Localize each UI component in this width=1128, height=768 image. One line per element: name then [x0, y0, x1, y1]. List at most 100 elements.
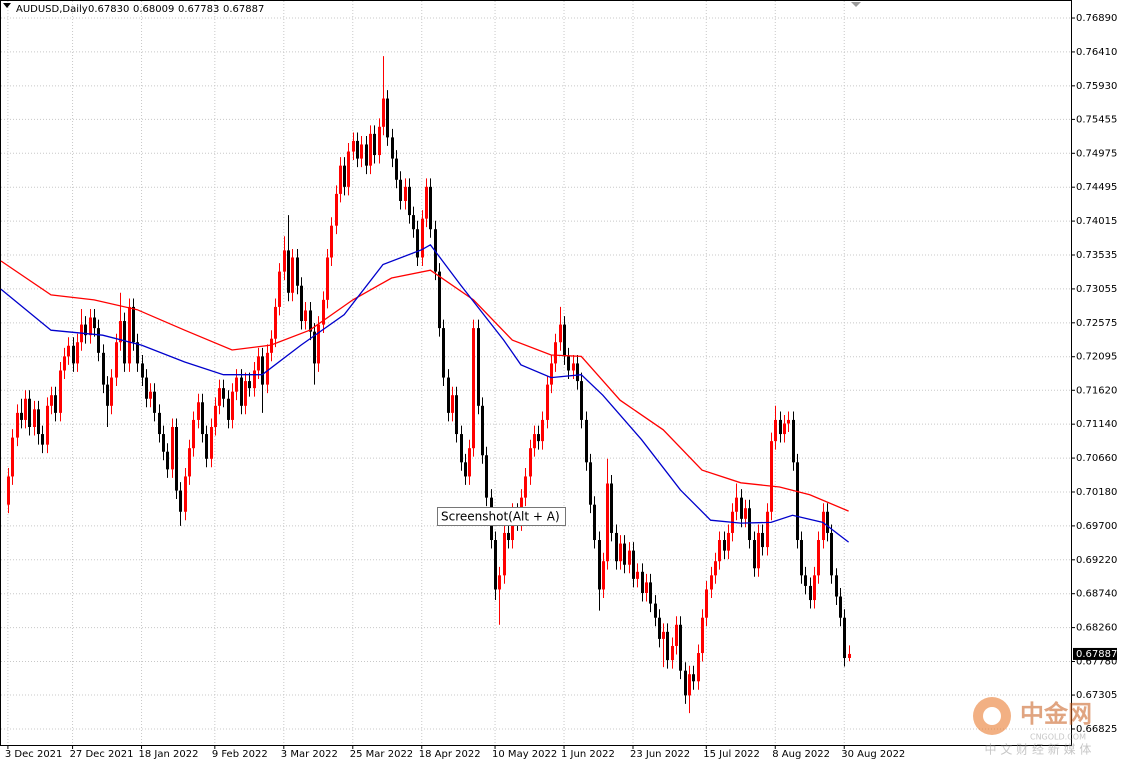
candle-body — [800, 540, 803, 576]
candle-body — [464, 462, 467, 477]
candle-body — [550, 363, 553, 385]
candle-body — [296, 257, 299, 286]
candle-body — [559, 324, 562, 343]
candle-body — [201, 402, 204, 435]
candle-body — [395, 158, 398, 180]
watermark-name: 中金网 — [1020, 700, 1092, 728]
candle-body — [179, 490, 182, 512]
candle-body — [261, 356, 264, 385]
candle-body — [770, 441, 773, 512]
candle-body — [166, 451, 169, 470]
candle-body — [455, 395, 458, 435]
candle-body — [97, 328, 100, 353]
candle-body — [425, 186, 428, 219]
y-tick-label: 0.71620 — [1076, 385, 1117, 396]
candle-body — [330, 225, 333, 258]
header-value: 0.67830 — [88, 4, 129, 15]
candle-body — [421, 218, 424, 258]
candle-body — [210, 427, 213, 459]
y-tick-label: 0.69700 — [1076, 521, 1117, 532]
candle-body — [662, 631, 665, 639]
candle-body — [110, 377, 113, 406]
candle-body — [162, 434, 165, 452]
candle-body — [343, 165, 346, 187]
candle-body — [567, 356, 570, 371]
y-tick-label: 0.76890 — [1076, 13, 1117, 24]
candle-body — [158, 412, 161, 435]
candle-body — [727, 532, 730, 551]
header-values: 0.67830 0.68009 0.67783 0.67887 — [88, 4, 264, 15]
candle-body — [438, 271, 441, 329]
candle-body — [128, 306, 131, 364]
candle-body — [649, 582, 652, 604]
candle-body — [136, 342, 139, 364]
candle-body — [171, 427, 174, 470]
candle-body — [684, 670, 687, 696]
candle-body — [774, 419, 777, 442]
watermark: 中金网 CNGOLD.COM 中 文 财 经 新 媒 体 — [973, 697, 1092, 757]
candle-body — [723, 540, 726, 551]
candle-body — [386, 98, 389, 138]
candle-body — [240, 377, 243, 406]
marks — [0, 56, 851, 714]
candle-body — [28, 398, 31, 428]
y-tick-label: 0.67780 — [1076, 657, 1117, 668]
candle-body — [503, 532, 506, 576]
candle-body — [89, 317, 92, 336]
candle-body — [623, 543, 626, 565]
y-tick-label: 0.72095 — [1076, 352, 1117, 363]
candle-body — [391, 137, 394, 159]
watermark-slogan: 中 文 财 经 新 媒 体 — [985, 742, 1092, 757]
tooltip-text: Screenshot(Alt + A) — [441, 510, 560, 524]
candle-body — [460, 434, 463, 463]
candle-body — [270, 338, 273, 353]
candle-body — [671, 645, 674, 661]
candle-body — [705, 589, 708, 618]
candle-body — [593, 504, 596, 541]
candle-body — [447, 377, 450, 413]
x-tick-label: 3 Mar 2022 — [281, 749, 338, 760]
candle-body — [580, 381, 583, 420]
y-tick-label: 0.66825 — [1076, 724, 1117, 735]
candle-body — [628, 550, 631, 565]
candle-body — [16, 412, 19, 438]
candle-body — [692, 674, 695, 682]
candle-body — [408, 186, 411, 216]
candle-body — [360, 144, 363, 159]
candle-body — [46, 405, 49, 445]
candle-body — [102, 352, 105, 385]
moving-average — [0, 243, 849, 543]
candle-body — [529, 448, 532, 477]
candle-body — [434, 229, 437, 272]
candle-body — [598, 540, 601, 590]
candle-body — [76, 342, 79, 364]
candle-body — [50, 395, 53, 406]
candle-body — [149, 391, 152, 399]
candle-body — [654, 603, 657, 618]
y-tick-label: 0.72575 — [1076, 318, 1117, 329]
candle-body — [67, 345, 70, 357]
candle-body — [24, 398, 27, 420]
candle-body — [679, 624, 682, 671]
candle-body — [141, 363, 144, 378]
candle-body — [783, 423, 786, 435]
candle-body — [498, 575, 501, 590]
candle-body — [585, 419, 588, 463]
candle-body — [787, 419, 790, 424]
candle-body — [266, 352, 269, 385]
candle-body — [641, 571, 644, 593]
x-tick-label: 9 Feb 2022 — [212, 749, 268, 760]
candle-body — [197, 402, 200, 420]
y-tick-label: 0.70660 — [1076, 453, 1117, 464]
candle-body — [132, 306, 135, 343]
candle-body — [619, 543, 622, 562]
candle-body — [835, 575, 838, 597]
x-tick-label: 23 Jun 2022 — [630, 749, 690, 760]
candle-body — [576, 363, 579, 382]
candle-body — [524, 476, 527, 498]
candle-body — [274, 306, 277, 339]
plot-border — [0, 0, 1072, 746]
x-tick-label: 18 Apr 2022 — [419, 749, 481, 760]
candle-body — [697, 653, 700, 682]
candle-body — [231, 391, 234, 420]
